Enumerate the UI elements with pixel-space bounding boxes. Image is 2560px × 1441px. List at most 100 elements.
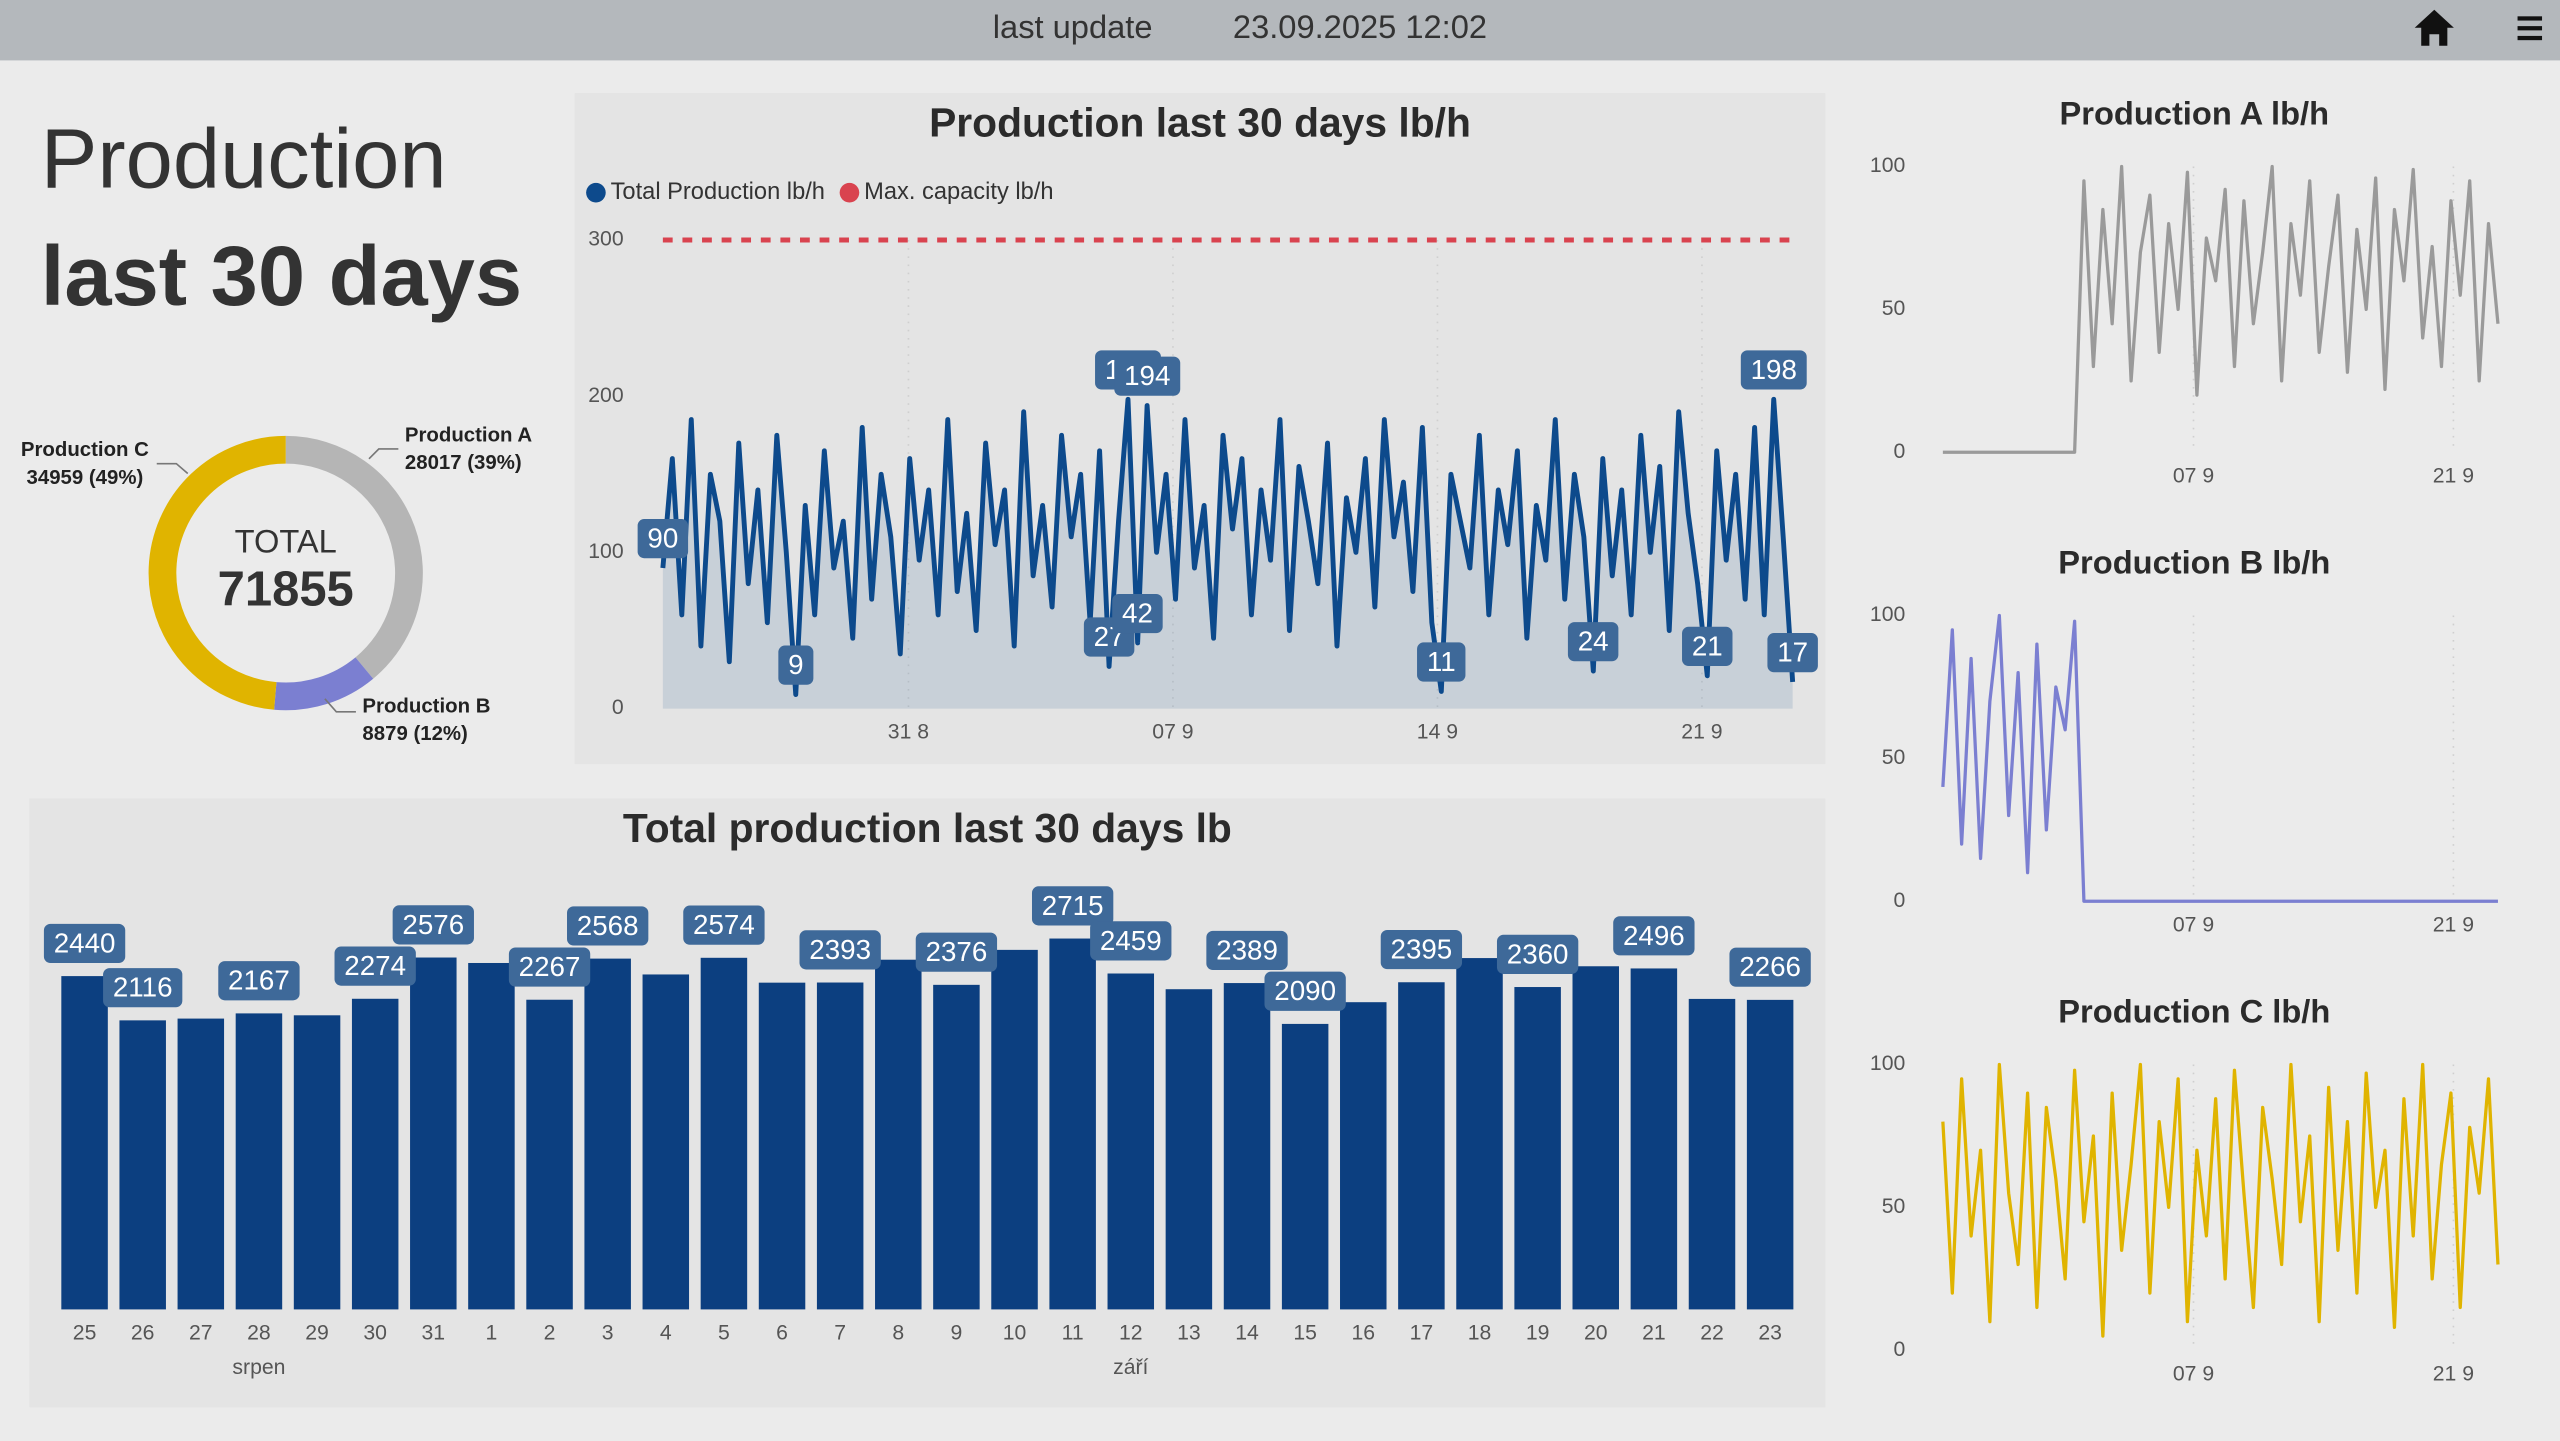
menu-button[interactable]	[2517, 16, 2543, 41]
y-tick-label: 100	[1870, 603, 1905, 626]
legend-label: Total Production lb/h	[611, 179, 825, 205]
bar	[875, 959, 922, 1310]
y-tick-label: 0	[1893, 1338, 1905, 1361]
x-tick-label: 1	[486, 1322, 498, 1345]
bar-value-label: 2167	[228, 965, 290, 996]
bar-value-label-box	[1613, 916, 1695, 956]
bar-value-label-group: 2574	[683, 905, 765, 945]
bar-value-label-box	[1496, 934, 1579, 974]
bar-value-label-group: 2266	[1729, 947, 1811, 987]
x-tick-label: 21	[1642, 1322, 1666, 1345]
bar-value-label: 2395	[1391, 934, 1453, 965]
menu-icon[interactable]	[2517, 35, 2543, 41]
annotation-label-box	[1567, 622, 1619, 662]
bar-value-label-group: 2393	[799, 930, 881, 970]
annotation-label: 11	[1427, 646, 1456, 677]
bar	[1572, 966, 1620, 1310]
slice-value: 28017 (39%)	[405, 452, 522, 474]
y-tick-label: 0	[1893, 440, 1905, 463]
x-tick-label: 19	[1526, 1322, 1550, 1345]
page-subtitle: last 30 days	[41, 228, 522, 323]
x-tick-label: 20	[1584, 1322, 1608, 1345]
month-label: srpen	[232, 1356, 285, 1379]
annotation-label-box	[1682, 626, 1733, 666]
donut-total: 71855	[218, 563, 354, 617]
slice-name: Production A	[405, 424, 533, 446]
bar	[758, 982, 806, 1310]
annotation-label-box	[1114, 356, 1181, 396]
bar-value-label-group: 2576	[392, 905, 474, 945]
bar-value-label-box	[392, 905, 474, 945]
annotation-label: 194	[1124, 360, 1170, 391]
x-tick-label: 22	[1700, 1322, 1724, 1345]
bar-value-label: 2266	[1739, 951, 1801, 982]
bar-value-label-box	[218, 961, 300, 1001]
bar-value-label-box	[1031, 886, 1114, 926]
x-tick-label: 28	[247, 1322, 271, 1345]
x-tick-label: 07 9	[2173, 464, 2214, 487]
y-tick-label: 0	[1893, 889, 1905, 912]
annotation-label-box	[1112, 594, 1163, 634]
bar	[584, 958, 631, 1310]
y-tick-label: 100	[1870, 1052, 1905, 1075]
legend-marker	[839, 182, 860, 203]
chart-title: Production C lb/h	[2058, 993, 2330, 1030]
annotation-label: 21	[1692, 630, 1723, 661]
y-tick-label: 50	[1882, 1195, 1906, 1218]
bar-value-label: 2568	[577, 910, 639, 941]
bar	[1049, 938, 1096, 1310]
chart-title: Production B lb/h	[2058, 544, 2330, 581]
x-tick-label: 27	[189, 1322, 213, 1345]
bar-value-label: 2376	[926, 936, 988, 967]
x-tick-label: 16	[1351, 1322, 1375, 1345]
bar-value-label-box	[799, 930, 881, 970]
donut-slice	[274, 657, 374, 711]
bar	[1165, 989, 1213, 1310]
leader-line	[324, 698, 356, 713]
annotation-label-group: 11	[1417, 642, 1466, 682]
bar	[933, 984, 980, 1310]
slice-name: Production B	[362, 695, 490, 717]
chart-title: Total production last 30 days lb	[623, 805, 1232, 851]
bar	[293, 1015, 341, 1310]
x-tick-label: 14 9	[1417, 721, 1458, 744]
bar-value-label-box	[334, 946, 416, 986]
bar	[235, 1013, 283, 1310]
bar-value-label-group: 2116	[103, 968, 183, 1008]
bar	[1456, 958, 1503, 1310]
home-icon[interactable]	[2414, 9, 2454, 46]
legend-label: Max. capacity lb/h	[864, 179, 1053, 205]
bar-value-label: 2496	[1623, 920, 1685, 951]
slice-name: Production C	[21, 439, 149, 461]
x-tick-label: 21 9	[1681, 721, 1722, 744]
bar-value-label-group: 2274	[334, 946, 416, 986]
x-tick-label: 29	[305, 1322, 329, 1345]
annotation-label: 198	[1751, 354, 1797, 385]
x-tick-label: 18	[1468, 1322, 1492, 1345]
x-tick-label: 31 8	[888, 721, 929, 744]
bar-value-label: 2360	[1507, 938, 1569, 969]
bar	[468, 962, 515, 1310]
bar-value-label-group: 2568	[567, 906, 649, 946]
home-button[interactable]	[2414, 9, 2454, 46]
annotation-label: 42	[1122, 598, 1153, 629]
y-tick-label: 50	[1882, 297, 1906, 320]
annotation-label: 9	[788, 649, 803, 680]
x-tick-label: 10	[1003, 1322, 1027, 1345]
bar-value-label: 2389	[1216, 934, 1278, 965]
bar-value-label: 2274	[344, 950, 406, 981]
menu-icon[interactable]	[2517, 26, 2543, 31]
bar	[1688, 998, 1736, 1310]
y-tick-label: 0	[612, 696, 624, 719]
x-tick-label: 12	[1119, 1322, 1143, 1345]
annotation-label-group: 198	[1740, 350, 1807, 390]
bar-value-label-box	[1729, 947, 1811, 987]
x-tick-label: 4	[660, 1322, 672, 1345]
data-line	[1941, 1062, 2500, 1338]
bar	[700, 957, 748, 1310]
page-title: Production	[41, 110, 447, 205]
menu-icon[interactable]	[2517, 16, 2543, 21]
bar	[642, 974, 690, 1310]
bar-value-label-group: 2360	[1496, 934, 1579, 974]
